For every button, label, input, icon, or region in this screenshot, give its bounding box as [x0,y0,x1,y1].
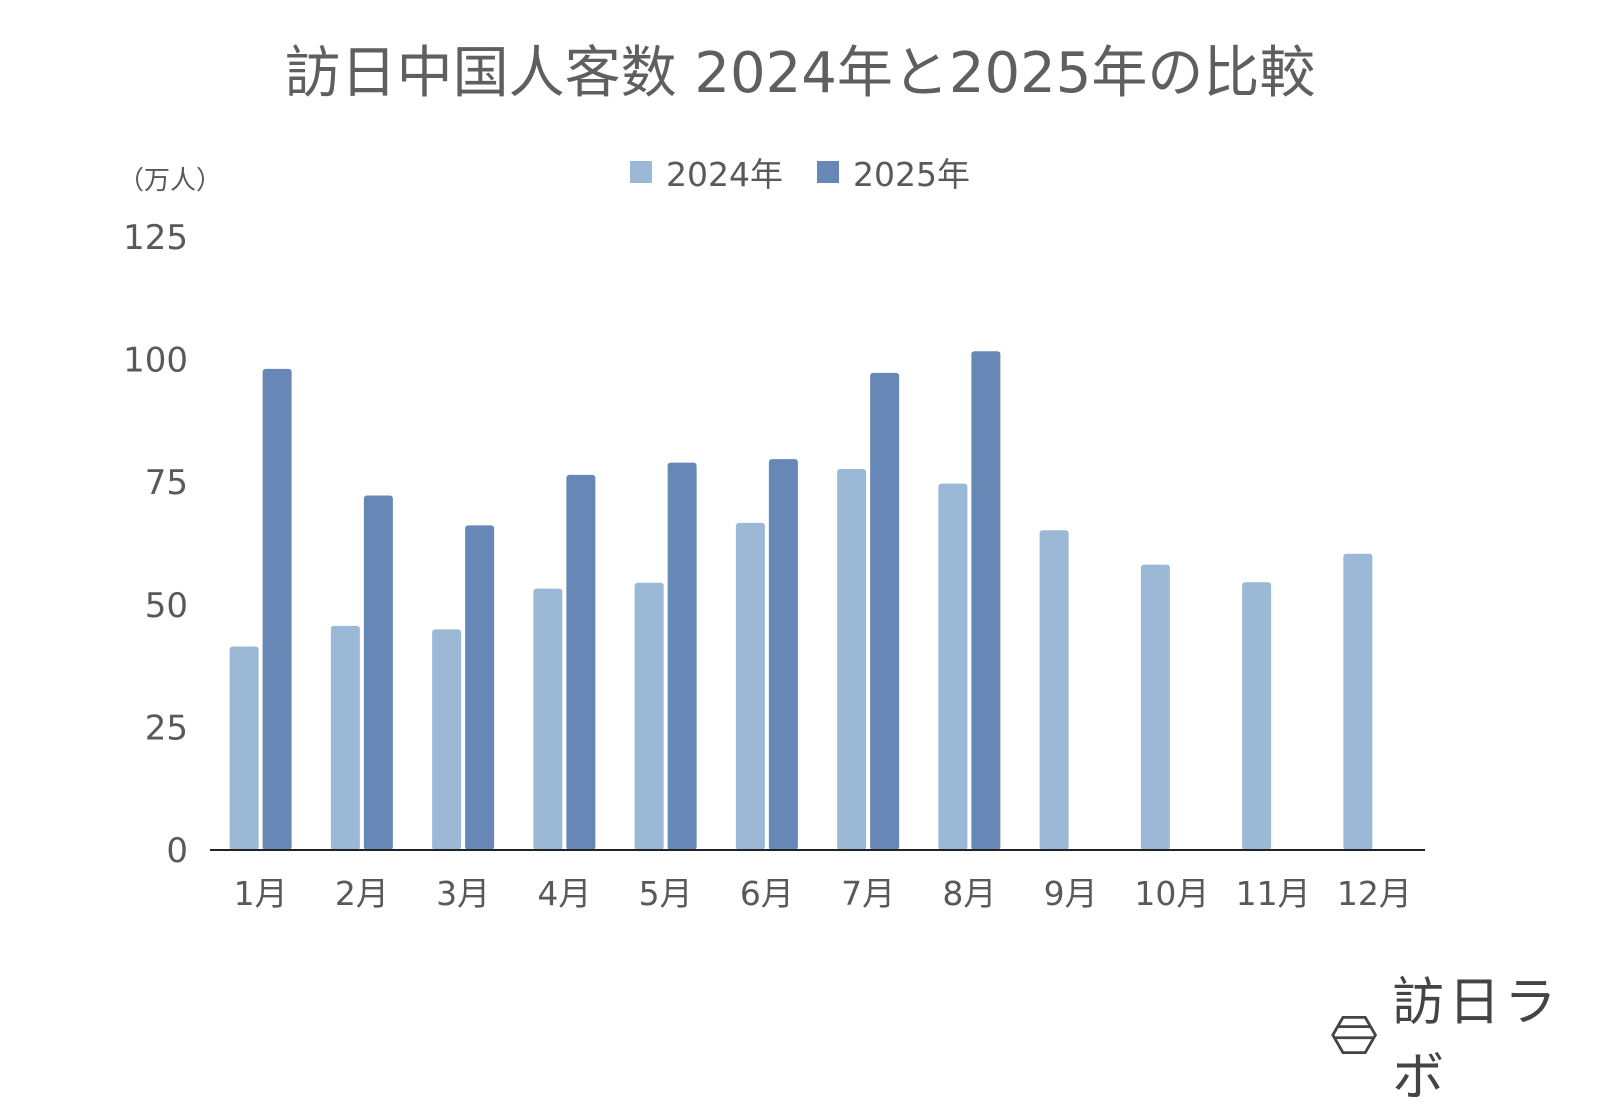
legend-label-2024: 2024年 [666,155,783,194]
y-tick-label-3: 75 [145,463,188,503]
bar-2024-6 [735,522,765,850]
bar-2025-3 [465,525,495,850]
bar-2025-5 [667,462,697,850]
y-tick-label-0: 0 [166,831,188,871]
bar-chart: 0 25 50 75 100 125 1月 2月 3月 4月 5月 6月 7月 8月 9月 10月 11月 12月 [123,218,1425,913]
legend-item-2025: 2025年 [817,148,970,196]
bar-2024-4 [533,588,563,850]
bar-2024-10 [1140,564,1170,850]
x-tick-label-7: 7月 [841,874,895,913]
bar-2024-8 [938,483,968,850]
bar-2024-9 [1039,530,1069,850]
x-tick-label-10: 10月 [1134,874,1209,913]
legend: 2024年 2025年 [0,148,1600,196]
brand-logo: 訪日ラボ [1330,960,1600,1110]
chart-title: 訪日中国人客数 2024年と2025年の比較 [284,41,1316,106]
legend-swatch-2024 [630,161,653,183]
y-tick-label-4: 100 [123,341,188,381]
x-tick-label-3: 3月 [436,874,490,913]
bar-2024-11 [1242,582,1272,850]
bar-2024-7 [837,468,867,850]
bar-2025-7 [870,372,900,850]
x-tick-label-2: 2月 [335,874,389,913]
hexagon-logo-icon [1331,1015,1378,1055]
y-axis-unit-label: （万人） [118,166,223,196]
bar-2025-2 [363,495,393,850]
x-tick-label-11: 11月 [1236,874,1311,913]
x-tick-label-12: 12月 [1337,874,1412,913]
y-tick-label-1: 25 [145,708,188,748]
bar-2024-1 [229,646,259,850]
bar-2024-12 [1343,553,1373,850]
legend-swatch-2025 [817,161,839,183]
x-tick-label-5: 5月 [639,874,693,913]
bar-2024-2 [330,625,360,850]
y-tick-label-2: 50 [145,586,188,626]
legend-label-2025: 2025年 [853,155,970,194]
bar-2024-3 [432,629,462,850]
bar-2025-6 [768,459,798,850]
x-tick-label-1: 1月 [234,874,288,913]
x-tick-label-4: 4月 [537,874,591,913]
bar-2025-8 [971,351,1001,850]
x-tick-label-8: 8月 [942,874,996,913]
brand-name: 訪日ラボ [1392,973,1561,1108]
bar-2024-5 [634,582,664,850]
legend-item-2024: 2024年 [630,148,783,196]
x-tick-label-9: 9月 [1044,874,1098,913]
x-tick-label-6: 6月 [740,874,794,913]
y-tick-label-5: 125 [123,218,188,258]
bar-2025-4 [566,474,596,850]
bar-2025-1 [262,368,292,850]
